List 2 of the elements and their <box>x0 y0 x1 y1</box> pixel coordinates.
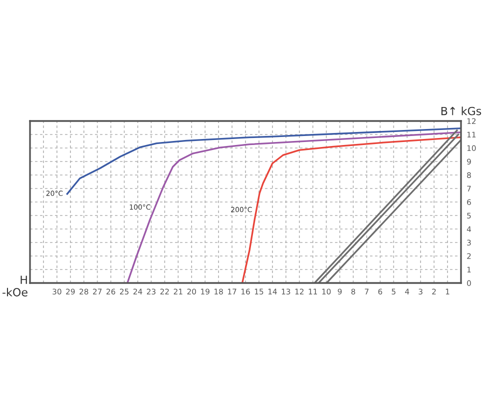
y-axis-title: B↑ kGs <box>441 106 482 116</box>
x-axis-title: H -kOe <box>2 276 28 296</box>
